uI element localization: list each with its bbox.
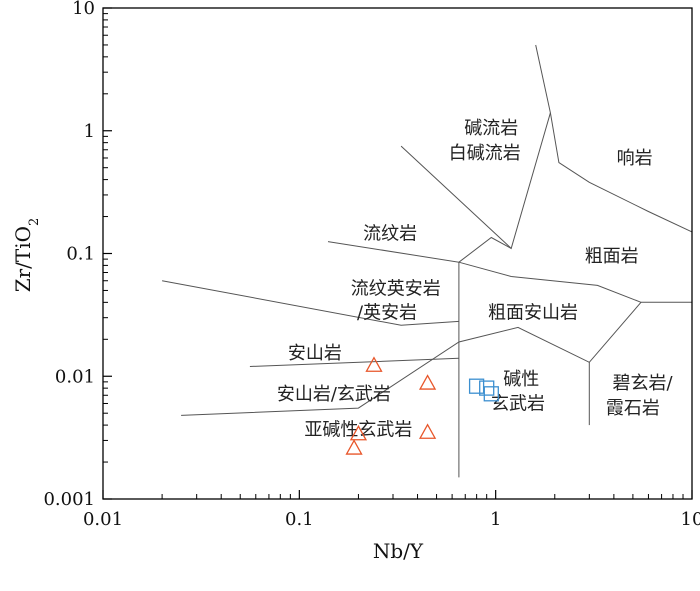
field-boundary-2: [327, 236, 512, 263]
x-tick-label: 1: [490, 509, 501, 530]
square-point: [483, 386, 499, 402]
x-tick-label: 10: [681, 509, 700, 530]
field-boundary-5: [162, 280, 459, 326]
triangle-point: [349, 424, 368, 441]
x-tick-label: 0.01: [83, 509, 123, 530]
y-tick-label: 0.01: [55, 366, 95, 387]
field-label: 碱流岩: [464, 118, 518, 139]
field-label: 白碱流岩: [449, 143, 521, 164]
triangle-point: [365, 356, 383, 372]
triangle-point: [418, 374, 437, 390]
field-label: 碧玄岩/: [613, 373, 674, 394]
field-label: 亚碱性玄武岩: [304, 419, 412, 440]
field-boundaries: [162, 44, 693, 478]
triangle-point: [418, 423, 437, 439]
field-label: 安山岩: [288, 343, 342, 364]
y-axis-title-subscript: 2: [27, 218, 42, 226]
square-point: [479, 380, 495, 396]
field-boundary-4: [458, 261, 692, 303]
field-label: /英安岩: [357, 303, 417, 324]
x-tick-label: 0.1: [285, 509, 314, 530]
data-points: [345, 356, 499, 455]
field-label: 霞石岩: [606, 398, 660, 419]
y-tick-label: 10: [72, 0, 95, 19]
y-tick-label: 0.001: [43, 489, 95, 510]
field-label: 碱性: [503, 369, 539, 390]
y-tick-label: 1: [84, 121, 95, 142]
y-tick-label: 0.1: [66, 244, 95, 265]
field-label: 玄武岩: [491, 394, 545, 415]
field-boundary-6: [249, 357, 459, 367]
triangle-point: [345, 439, 363, 455]
field-label: 流纹英安岩: [351, 278, 441, 299]
field-label: 流纹岩: [363, 224, 417, 245]
y-axis-title-main: Zr/TiO: [11, 226, 35, 292]
field-label: 安山岩/玄武岩: [277, 384, 391, 405]
field-label: 响岩: [617, 148, 653, 169]
field-label: 粗面安山岩: [488, 303, 578, 324]
y-axis-title: Zr/TiO2: [11, 218, 42, 293]
field-boundary-0: [535, 44, 693, 233]
x-axis-title: Nb/Y: [373, 539, 424, 563]
field-label: 粗面岩: [585, 246, 639, 267]
square-point: [468, 378, 485, 394]
field-boundary-7: [181, 301, 642, 416]
